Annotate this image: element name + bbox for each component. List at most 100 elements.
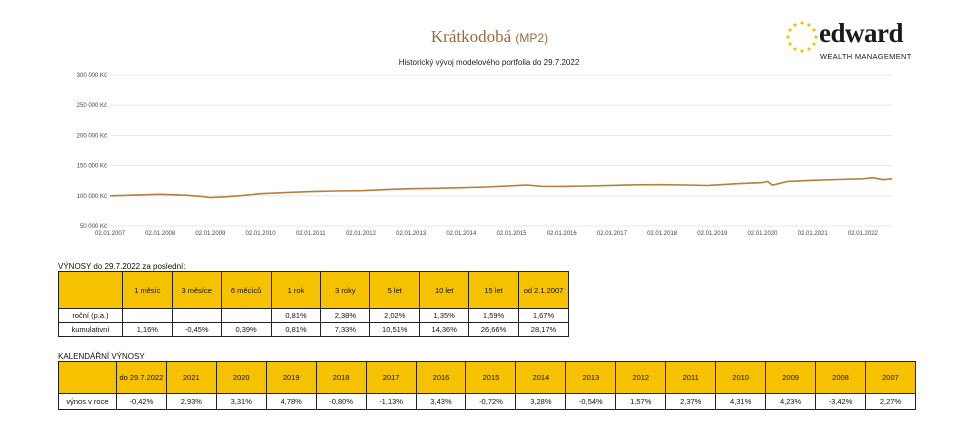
x-tick-label: 02.01.2016 <box>547 231 578 237</box>
x-tick-label: 02.01.2011 <box>296 231 326 237</box>
returns-row: roční (p.a.) 0,81% 2,38% 2,02% 1,35% 1,59% 1,6… <box>58 308 569 323</box>
calendar-header-blank <box>58 361 117 394</box>
x-tick-label: 02.01.2014 <box>446 231 477 237</box>
returns-header-cell: 6 měcíců <box>220 271 272 309</box>
calendar-header-cell: 2007 <box>864 361 917 394</box>
calendar-cell: 4,78% <box>265 393 317 410</box>
calendar-cell: 2,37% <box>665 393 717 410</box>
calendar-header-cell: 2010 <box>715 361 767 394</box>
y-tick-label: 150 000 Kč <box>77 164 107 170</box>
returns-cell: 0,81% <box>270 308 322 323</box>
calendar-cell: 3,28% <box>515 393 567 410</box>
returns-cell: -0,45% <box>171 322 222 337</box>
calendar-label: KALENDÁŘNÍ VÝNOSY <box>58 352 145 361</box>
y-axis: 300 000 Kč 250 000 Kč 200 000 Kč 150 000 Kč… <box>77 73 107 230</box>
calendar-header-cell: 2018 <box>315 361 367 394</box>
calendar-cell: -1,13% <box>365 393 417 410</box>
returns-header-cell: 1 měsíc <box>121 271 173 309</box>
chart-title: Historický vývoj modelového portfolia do… <box>399 58 580 67</box>
y-tick-label: 100 000 Kč <box>77 194 107 200</box>
returns-header-cell: 1 rok <box>270 271 322 309</box>
returns-header-cell: 15 let <box>468 271 519 309</box>
x-tick-label: 02.01.2013 <box>396 231 427 237</box>
returns-cell: 28,17% <box>518 322 569 337</box>
chart-gridlines <box>110 74 892 227</box>
returns-cell: 0,81% <box>270 322 322 337</box>
x-tick-label: 02.01.2018 <box>647 231 678 237</box>
calendar-row: výnos v roce -0,42% 2,93% 3,31% 4,78% -0,80% -… <box>58 393 917 410</box>
calendar-cell: 3,31% <box>215 393 267 410</box>
calendar-cell: 3,43% <box>415 393 467 410</box>
calendar-cell: -0,72% <box>465 393 517 410</box>
calendar-header-cell: 2011 <box>665 361 717 394</box>
x-tick-label: 02.01.2017 <box>597 231 628 237</box>
calendar-header-cell: 2020 <box>215 361 267 394</box>
y-tick-label: 300 000 Kč <box>77 73 107 79</box>
calendar-cell: 1,57% <box>615 393 667 410</box>
returns-header-row: 1 měsíc 3 měsíce 6 měcíců 1 rok 3 roky 5 let 1… <box>58 271 569 309</box>
returns-label: VÝNOSY do 29.7.2022 za poslední: <box>58 262 186 271</box>
calendar-header-cell: 2019 <box>265 361 317 394</box>
returns-row-label: roční (p.a.) <box>58 308 123 323</box>
returns-cell: 1,35% <box>419 308 470 323</box>
page-title: Krátkodobá (MP2) <box>0 27 979 47</box>
calendar-cell: 2,93% <box>165 393 217 410</box>
x-tick-label: 02.01.2012 <box>346 231 377 237</box>
calendar-cell: 4,31% <box>715 393 767 410</box>
returns-header-cell: 3 roky <box>320 271 371 309</box>
returns-header-cell: 10 let <box>419 271 470 309</box>
returns-header-blank <box>58 271 123 309</box>
calendar-header-cell: 2014 <box>515 361 567 394</box>
returns-cell: 1,67% <box>518 308 569 323</box>
logo-dots-icon <box>786 21 818 53</box>
calendar-returns-table: do 29.7.2022 2021 2020 2019 2018 2017 2016 2015… <box>58 361 917 410</box>
chart-series <box>109 176 893 199</box>
calendar-header-cell: 2021 <box>165 361 217 394</box>
calendar-header-cell: 2009 <box>765 361 817 394</box>
calendar-cell: 4,23% <box>765 393 817 410</box>
returns-row: kumulativní 1,16% -0,45% 0,39% 0,81% 7,33% 10,… <box>58 322 569 337</box>
returns-cell: 26,66% <box>468 322 519 337</box>
returns-row-label: kumulativní <box>58 322 123 337</box>
calendar-header-cell: 2016 <box>415 361 467 394</box>
y-tick-label: 50 000 Kč <box>80 224 107 230</box>
returns-cell: 1,16% <box>121 322 173 337</box>
returns-cell <box>121 308 173 323</box>
x-tick-label: 02.01.2022 <box>848 231 879 237</box>
x-tick-label: 02.01.2007 <box>95 231 126 237</box>
returns-table: 1 měsíc 3 měsíce 6 měcíců 1 rok 3 roky 5 let 1… <box>58 271 569 337</box>
x-tick-label: 02.01.2009 <box>195 231 226 237</box>
returns-header-cell: 5 let <box>369 271 421 309</box>
x-tick-label: 02.01.2019 <box>697 231 728 237</box>
x-tick-label: 02.01.2010 <box>246 231 277 237</box>
calendar-header-cell: do 29.7.2022 <box>115 361 167 394</box>
returns-cell: 0,39% <box>220 322 272 337</box>
calendar-row-label: výnos v roce <box>58 393 117 410</box>
y-tick-label: 250 000 Kč <box>77 103 107 109</box>
logo-word: edward <box>819 18 904 48</box>
page-title-sub: (MP2) <box>515 31 549 45</box>
returns-cell: 2,02% <box>369 308 421 323</box>
calendar-cell: 2,27% <box>864 393 917 410</box>
calendar-header-cell: 2012 <box>615 361 667 394</box>
returns-header-cell: od 2.1.2007 <box>518 271 569 309</box>
calendar-cell: -3,42% <box>815 393 866 410</box>
x-tick-label: 02.01.2008 <box>145 231 176 237</box>
returns-cell <box>220 308 272 323</box>
x-axis: 02.01.2007 02.01.2008 02.01.2009 02.01.2010… <box>95 231 879 237</box>
edward-logo: edward WEALTH MANAGEMENT <box>785 18 915 64</box>
calendar-header-cell: 2015 <box>465 361 517 394</box>
x-tick-label: 02.01.2015 <box>497 231 528 237</box>
x-tick-label: 02.01.2021 <box>798 231 829 237</box>
logo-tagline: WEALTH MANAGEMENT <box>820 52 912 61</box>
calendar-cell: -0,42% <box>115 393 167 410</box>
calendar-header-cell: 2008 <box>815 361 866 394</box>
returns-cell: 1,59% <box>468 308 519 323</box>
returns-cell <box>171 308 222 323</box>
calendar-cell: -0,54% <box>565 393 617 410</box>
returns-header-cell: 3 měsíce <box>171 271 222 309</box>
calendar-cell: -0,80% <box>315 393 367 410</box>
calendar-header-row: do 29.7.2022 2021 2020 2019 2018 2017 2016 2015… <box>58 361 917 394</box>
returns-cell: 7,33% <box>320 322 371 337</box>
page-title-main: Krátkodobá <box>430 27 512 46</box>
